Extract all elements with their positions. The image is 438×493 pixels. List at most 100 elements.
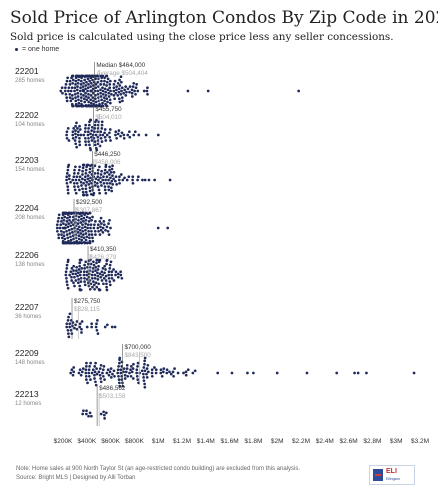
home-dot [93,276,97,280]
home-dot [74,96,77,99]
home-dot [74,221,77,224]
home-dot [103,264,106,268]
home-dot [84,260,88,264]
home-dot [135,368,139,372]
home-dot [71,81,74,85]
home-dot [124,370,128,374]
home-dot [79,232,83,235]
home-dot [88,189,92,193]
home-dot [60,216,64,220]
home-dot [79,96,83,99]
home-dot [91,215,94,219]
median-label: $292,500 [76,199,103,206]
home-dot [297,89,300,93]
home-dot [115,183,118,186]
home-dot [76,227,79,231]
home-dot [119,371,123,375]
home-dot [99,225,102,229]
home-dot [103,185,107,188]
group-22203: 22203 154 homes $446,250$458,006 [15,151,172,197]
home-dot [97,178,100,182]
home-dot [76,133,80,137]
home-dot [116,371,120,375]
home-dot [109,89,112,93]
home-dot [101,267,105,270]
home-dot [97,77,100,81]
home-dot [82,104,85,108]
home-dot [69,99,73,103]
home-dot [117,129,121,132]
home-dot [93,229,97,233]
home-dot [79,180,83,184]
home-dot [118,78,121,82]
home-dot [81,74,85,78]
home-dot [92,136,96,140]
home-dot [80,217,83,221]
home-dot [128,371,131,375]
home-dot [120,80,123,84]
home-dot [108,370,112,374]
home-dot [73,86,77,90]
home-dot [59,89,63,93]
home-dot [131,367,135,370]
home-dot [78,261,82,265]
home-dot [137,133,141,137]
home-dot [101,133,105,137]
home-dot [129,368,132,372]
x-tick-label: $2.8M [363,438,381,445]
home-dot [95,258,99,262]
home-dot [92,99,95,103]
home-dot [101,374,105,378]
home-dot [66,188,70,192]
home-dot [94,361,97,365]
home-dot [93,370,97,374]
home-dot [93,180,97,184]
home-dot [118,175,121,179]
home-dot [87,127,90,130]
home-dot [74,272,78,276]
home-dot [82,273,86,277]
home-dot [86,174,90,177]
home-dot [100,120,104,124]
home-dot [99,377,103,380]
home-dot [104,274,108,278]
home-dot [143,356,147,360]
home-dot [124,94,128,97]
home-dot [71,133,75,137]
home-dot [134,86,138,90]
home-dot [72,104,75,108]
home-dot [79,270,83,274]
home-dot [78,325,82,329]
home-dot [107,373,111,377]
home-dot [85,98,89,102]
home-dot [71,136,75,140]
home-dot [101,86,104,90]
home-dot [145,367,149,370]
home-dot [79,276,83,280]
home-dot [77,98,80,102]
home-dot [82,409,85,413]
home-dot [87,183,91,186]
home-dot [82,181,86,185]
home-dot [84,190,88,194]
home-dot [122,136,126,140]
home-dot [111,372,114,376]
home-dot [125,363,129,367]
home-dot [128,85,132,88]
home-dot [136,175,140,179]
home-dot [186,89,190,93]
home-dot [129,365,133,368]
home-dot [118,361,121,365]
home-dot [79,79,83,83]
home-dot [79,86,82,90]
home-dot [84,371,88,375]
home-dot [108,128,112,131]
home-dot [96,185,100,188]
home-dot [109,260,113,264]
home-dot [89,118,93,122]
home-dot [97,188,101,192]
home-dot [71,97,75,101]
home-dot [78,89,82,93]
home-dot [98,191,101,195]
home-dot [75,121,78,125]
